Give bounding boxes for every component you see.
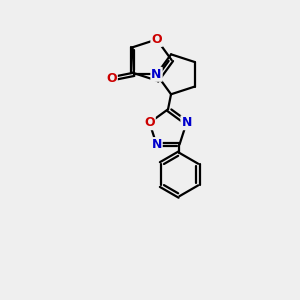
Text: O: O (106, 72, 117, 85)
Text: O: O (144, 116, 155, 129)
Text: N: N (182, 116, 192, 129)
Text: N: N (152, 138, 162, 151)
Text: N: N (151, 68, 162, 81)
Text: O: O (152, 33, 162, 46)
